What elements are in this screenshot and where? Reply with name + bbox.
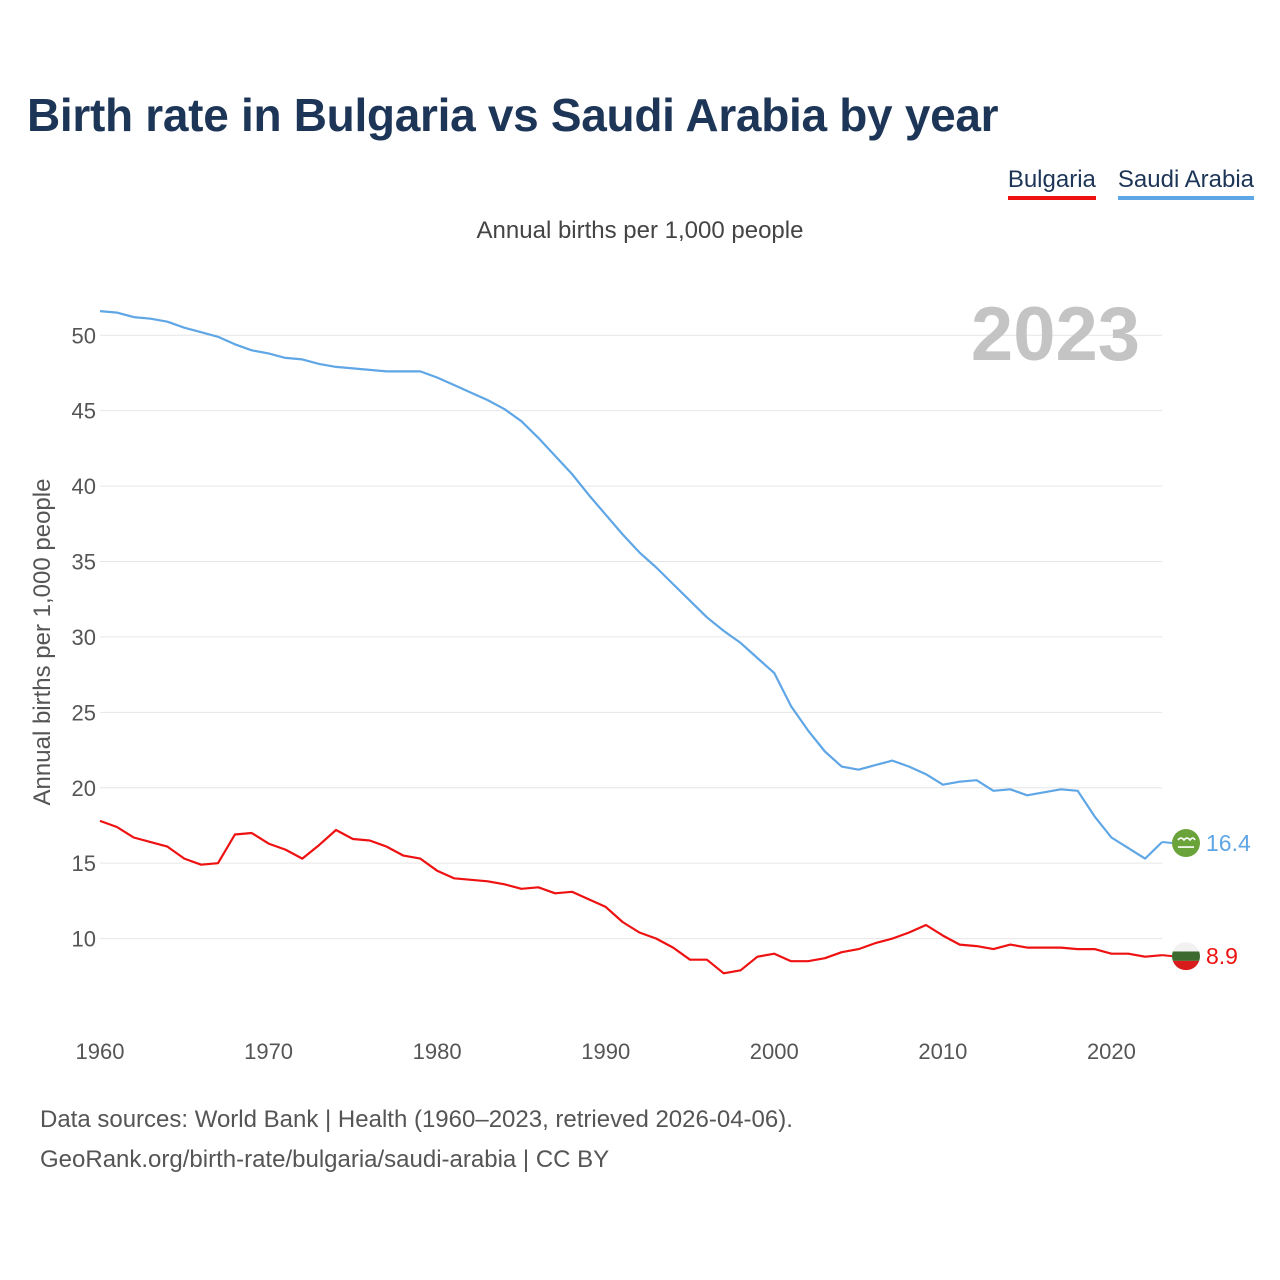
x-tick-label: 2010 [918,1039,967,1064]
x-tick-label: 1970 [244,1039,293,1064]
chart-title: Birth rate in Bulgaria vs Saudi Arabia b… [27,89,999,141]
y-tick-label: 30 [72,625,96,650]
series-line-saudi-arabia [99,310,1163,860]
y-tick-label: 40 [72,474,96,499]
x-tick-label: 1990 [581,1039,630,1064]
x-tick-label: 1960 [76,1039,125,1064]
chart-subtitle: Annual births per 1,000 people [476,217,804,244]
year-watermark: 2023 [971,292,1140,377]
end-value-bulgaria: 8.9 [1206,943,1238,969]
y-tick-label: 10 [72,927,96,952]
y-tick-label: 15 [72,851,96,876]
end-connector-bulgaria [1161,954,1173,958]
legend: Bulgaria Saudi Arabia [1007,166,1254,200]
flag-bulgaria-icon [1172,942,1200,971]
y-tick-label: 35 [72,550,96,575]
x-tick-label: 2000 [750,1039,799,1064]
y-tick-label: 45 [72,399,96,424]
y-tick-label: 20 [72,776,96,801]
flag-saudi-arabia-icon [1172,829,1200,858]
legend-item-bulgaria[interactable]: Bulgaria [1007,166,1096,200]
end-connector-saudi-arabia [1161,841,1173,845]
series-line-bulgaria [99,819,1163,975]
y-axis-ticks: 10 15 20 25 30 35 40 45 50 [72,323,96,951]
y-axis-label: Annual births per 1,000 people [29,479,56,806]
footer-attribution: GeoRank.org/birth-rate/bulgaria/saudi-ar… [40,1146,610,1173]
x-axis-ticks: 1960 1970 1980 1990 2000 2010 2020 [76,1039,1136,1064]
end-markers: 16.4 8.9 [1161,829,1251,971]
x-tick-label: 1980 [413,1039,462,1064]
y-tick-label: 50 [72,323,96,348]
legend-item-saudi-arabia[interactable]: Saudi Arabia [1117,166,1254,200]
footer-sources: Data sources: World Bank | Health (1960–… [40,1106,793,1133]
gridlines [100,334,1162,940]
line-chart: 10 15 20 25 30 35 40 45 50 1960 1970 1980 1990 2000 2… [29,292,1251,1064]
end-value-saudi-arabia: 16.4 [1206,830,1251,856]
y-tick-label: 25 [72,700,96,725]
series [99,310,1163,975]
x-tick-label: 2020 [1087,1039,1136,1064]
